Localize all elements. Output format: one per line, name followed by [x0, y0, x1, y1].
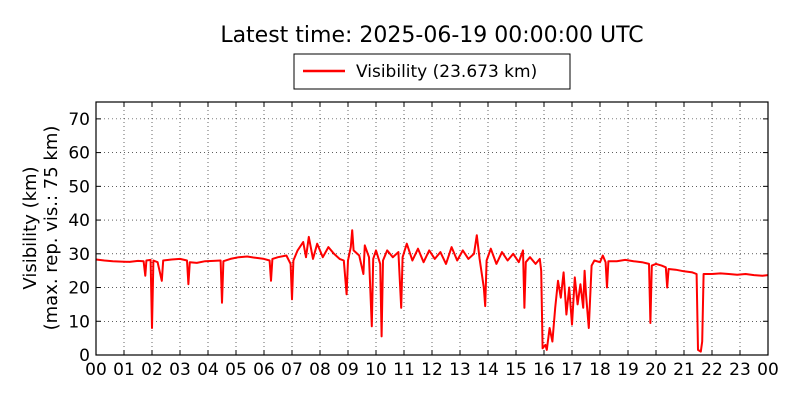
legend-label: Visibility (23.673 km): [356, 62, 537, 82]
x-tick-label: 10: [365, 360, 387, 380]
y-tick-label: 40: [68, 211, 90, 231]
plot-frame: [95, 101, 769, 356]
x-tick-label: 14: [477, 360, 499, 380]
x-tick-label: 15: [505, 360, 527, 380]
x-tick-label: 11: [393, 360, 415, 380]
x-tick-label: 16: [533, 360, 555, 380]
grid: [96, 102, 768, 355]
y-axis-label-line1: Visibility (km): [20, 166, 41, 289]
x-tick-label: 19: [617, 360, 639, 380]
y-tick-label: 70: [68, 110, 90, 130]
x-tick-label: 00: [85, 360, 107, 380]
x-tick-label: 03: [169, 360, 191, 380]
x-axis-ticks: 00 01 02 03 04 05 06 07 08 09 10 11 12 13 14 15 16 17 18 19…: [85, 102, 779, 380]
x-tick-label: 20: [645, 360, 667, 380]
x-tick-label: 02: [141, 360, 163, 380]
y-axis-label-line2: (max. rep. vis.: 75 km): [41, 126, 62, 331]
series-line-visibility: [95, 229, 769, 353]
x-tick-label: 04: [197, 360, 219, 380]
x-tick-label: 05: [225, 360, 247, 380]
x-tick-label: 17: [561, 360, 583, 380]
x-tick-label: 08: [309, 360, 331, 380]
x-tick-label: 09: [337, 360, 359, 380]
chart-title: Latest time: 2025-06-19 00:00:00 UTC: [220, 23, 643, 48]
y-axis-ticks: 0 10 20 30 40 50 60 70: [68, 110, 768, 366]
x-tick-label: 13: [449, 360, 471, 380]
y-tick-label: 0: [79, 346, 90, 366]
x-tick-label: 01: [113, 360, 135, 380]
y-tick-label: 10: [68, 312, 90, 332]
legend: Visibility (23.673 km): [293, 53, 571, 90]
y-tick-label: 50: [68, 177, 90, 197]
y-tick-label: 30: [68, 245, 90, 265]
y-tick-label: 20: [68, 279, 90, 299]
x-tick-label: 18: [589, 360, 611, 380]
x-tick-label: 12: [421, 360, 443, 380]
x-tick-label: 00: [757, 360, 779, 380]
x-tick-label: 06: [253, 360, 275, 380]
x-tick-label: 07: [281, 360, 303, 380]
y-tick-label: 60: [68, 144, 90, 164]
x-tick-label: 22: [701, 360, 723, 380]
x-tick-label: 21: [673, 360, 695, 380]
x-tick-label: 23: [729, 360, 751, 380]
series-layer: [95, 229, 769, 353]
y-axis-label: Visibility (km) (max. rep. vis.: 75 km): [20, 126, 62, 331]
